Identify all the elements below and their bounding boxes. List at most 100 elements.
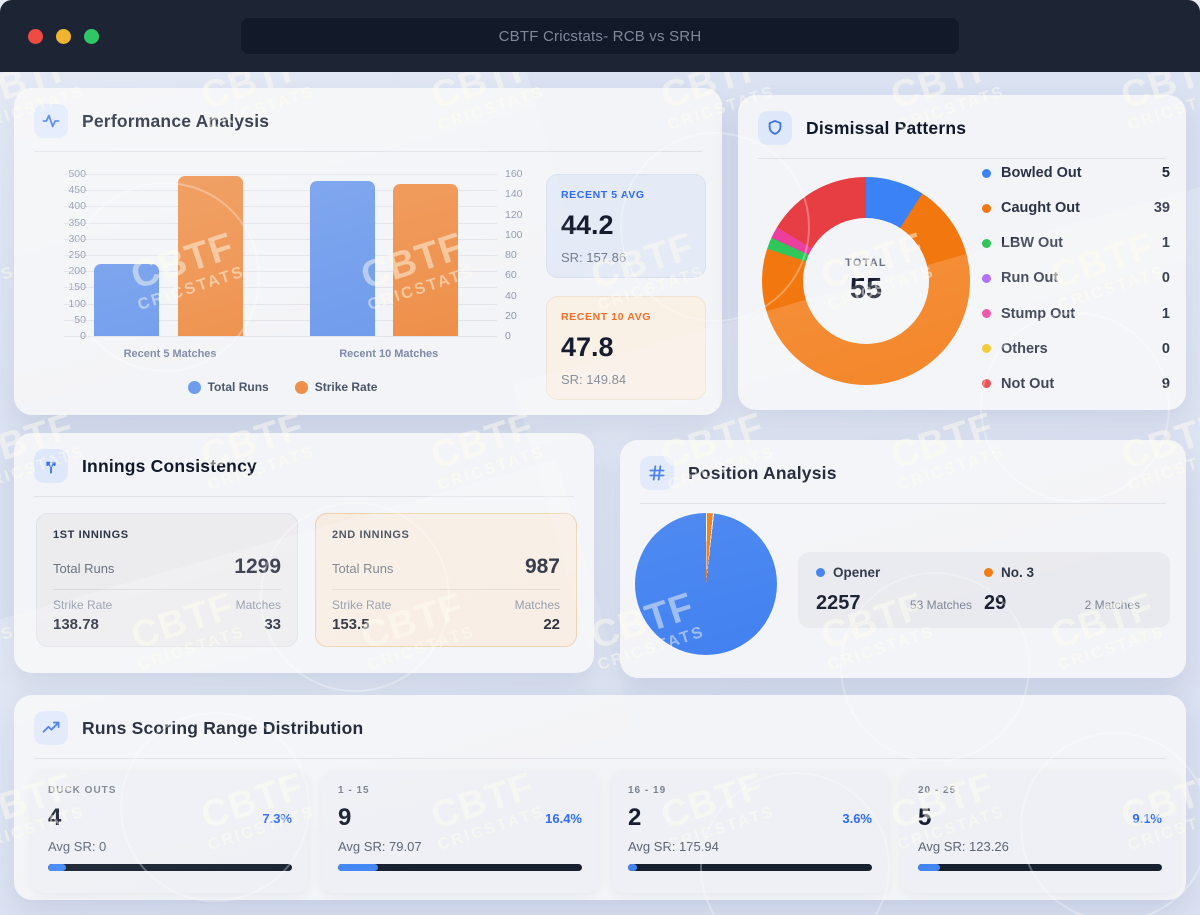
x-axis-label: Recent 5 Matches: [123, 348, 217, 360]
stat-label: RECENT 10 AVG: [561, 311, 652, 323]
y-axis-left: 500 450 400 350 300 250 200 150 100 50 0: [68, 168, 86, 342]
legend-row-run-out[interactable]: Run Out 0: [982, 270, 1170, 286]
range-percent: 16.4%: [545, 810, 582, 826]
recent-5-avg-box: RECENT 5 AVG 44.2 SR: 157.86: [546, 174, 706, 278]
position-label: Opener: [833, 565, 881, 580]
first-innings-box: 1ST INNINGS Total Runs 1299 Strike Rate …: [36, 513, 298, 647]
legend-value: 9: [1161, 375, 1170, 392]
dismissal-card-header: Dismissal Patterns: [738, 95, 1186, 158]
range-percent: 3.6%: [842, 810, 872, 826]
range-avg-sr: Avg SR: 0: [48, 839, 107, 854]
performance-analysis-card: Performance Analysis 500 450 400 350 300 250 2…: [14, 88, 722, 415]
range-percent: 7.3%: [262, 810, 292, 826]
innings-card-header: Innings Consistency: [14, 433, 594, 496]
range-progress-track: [338, 864, 582, 871]
donut-center: TOTAL 55: [803, 218, 929, 344]
stat-value: 44.2: [561, 210, 614, 240]
position-analysis-card: Position Analysis Opener 2257 53 Matches: [620, 440, 1186, 678]
legend-value: 0: [1161, 270, 1170, 287]
position-label: No. 3: [1001, 565, 1035, 580]
range-label: 16 - 19: [628, 785, 667, 796]
total-runs-label: Total Runs: [332, 561, 394, 576]
second-innings-box: 2ND INNINGS Total Runs 987 Strike Rate 1…: [315, 513, 577, 647]
range-progress-track: [628, 864, 872, 871]
range-progress-fill: [338, 864, 379, 871]
total-runs-label: Total Runs: [53, 561, 115, 576]
legend-label: Bowled Out: [1001, 165, 1082, 181]
legend-dot: [982, 238, 991, 248]
window-title: CBTF Cricstats- RCB vs SRH: [498, 27, 702, 45]
x-axis-label: Recent 10 Matches: [339, 348, 439, 360]
donut-total-value: 55: [849, 272, 883, 305]
shield-icon: [758, 111, 792, 145]
legend-value: 39: [1153, 200, 1170, 217]
legend-dot: [982, 168, 991, 178]
recent-10-avg-box: RECENT 10 AVG 47.8 SR: 149.84: [546, 296, 706, 400]
legend-item-strike-rate[interactable]: Strike Rate: [294, 380, 377, 394]
range-label: DUCK OUTS: [48, 785, 117, 796]
legend-item-total-runs[interactable]: Total Runs: [187, 380, 269, 394]
legend-dot-orange: [294, 380, 308, 394]
close-window-button[interactable]: [28, 29, 43, 44]
legend-value: 1: [1161, 235, 1170, 252]
legend-value: 5: [1161, 165, 1170, 181]
runs-range-card-header: Runs Scoring Range Distribution: [14, 695, 1186, 758]
legend-dot: [982, 203, 991, 213]
position-matches: 2 Matches: [1084, 598, 1140, 612]
range-label: 20 - 25: [918, 785, 957, 796]
range-item-20-25: 20 - 25 5 9.1% Avg SR: 123.26: [902, 771, 1178, 893]
stat-sub: SR: 149.84: [561, 372, 627, 387]
legend-dot-blue: [187, 380, 201, 394]
split-arrows-icon: [34, 449, 68, 483]
total-runs-value: 987: [524, 555, 560, 578]
legend-row-stump-out[interactable]: Stump Out 1: [982, 306, 1170, 322]
range-count: 2: [628, 804, 642, 831]
legend-label: Others: [1001, 340, 1048, 357]
matches-label: Matches: [235, 598, 281, 612]
legend-value: 0: [1161, 340, 1170, 357]
range-avg-sr: Avg SR: 123.26: [918, 839, 1009, 854]
legend-row-others[interactable]: Others 0: [982, 341, 1170, 357]
legend-row-caught-out[interactable]: Caught Out 39: [982, 200, 1170, 216]
runs-range-card: Runs Scoring Range Distribution DUCK OUT…: [14, 695, 1186, 900]
card-title: Innings Consistency: [82, 455, 257, 476]
position-matches: 53 Matches: [909, 598, 972, 612]
card-title: Position Analysis: [688, 462, 837, 483]
window-controls: [28, 29, 99, 44]
legend-dot: [816, 568, 825, 577]
position-runs: 29: [984, 592, 1007, 614]
bar: [309, 181, 375, 336]
donut-total-label: TOTAL: [845, 256, 887, 269]
bar-chart-plot-area: [64, 174, 497, 337]
maximize-window-button[interactable]: [84, 29, 99, 44]
dismissal-legend: Bowled Out 5 Caught Out 39 LBW Out 1 Run…: [982, 165, 1170, 392]
position-item-opener: Opener 2257 53 Matches: [816, 565, 984, 615]
card-title: Dismissal Patterns: [806, 117, 967, 138]
address-bar[interactable]: CBTF Cricstats- RCB vs SRH: [240, 17, 960, 55]
x-axis-labels: Recent 5 Matches Recent 10 Matches: [64, 348, 497, 364]
divider: [34, 496, 574, 497]
range-avg-sr: Avg SR: 175.94: [628, 839, 719, 854]
position-item-no3: No. 3 29 2 Matches: [984, 565, 1152, 615]
range-progress-fill: [48, 864, 66, 871]
legend-dot: [982, 273, 991, 283]
legend-label: Not Out: [1001, 375, 1055, 392]
strike-rate-value: 138.78: [53, 616, 99, 633]
legend-row-not-out[interactable]: Not Out 9: [982, 376, 1170, 392]
legend-label: Total Runs: [207, 380, 269, 394]
legend-label: LBW Out: [1001, 235, 1064, 252]
divider: [758, 158, 1166, 159]
position-runs: 2257: [816, 592, 861, 614]
performance-bar-chart: 500 450 400 350 300 250 200 150 100 50 0 160 140 120…: [30, 166, 535, 400]
legend-row-lbw-out[interactable]: LBW Out 1: [982, 235, 1170, 251]
minimize-window-button[interactable]: [56, 29, 71, 44]
divider: [34, 151, 702, 152]
total-runs-value: 1299: [234, 555, 281, 578]
range-avg-sr: Avg SR: 79.07: [338, 839, 422, 854]
legend-row-bowled-out[interactable]: Bowled Out 5: [982, 165, 1170, 181]
strike-rate-label: Strike Rate: [332, 598, 392, 612]
activity-icon: [34, 104, 68, 138]
legend-label: Caught Out: [1001, 200, 1080, 217]
hash-icon: [640, 456, 674, 490]
